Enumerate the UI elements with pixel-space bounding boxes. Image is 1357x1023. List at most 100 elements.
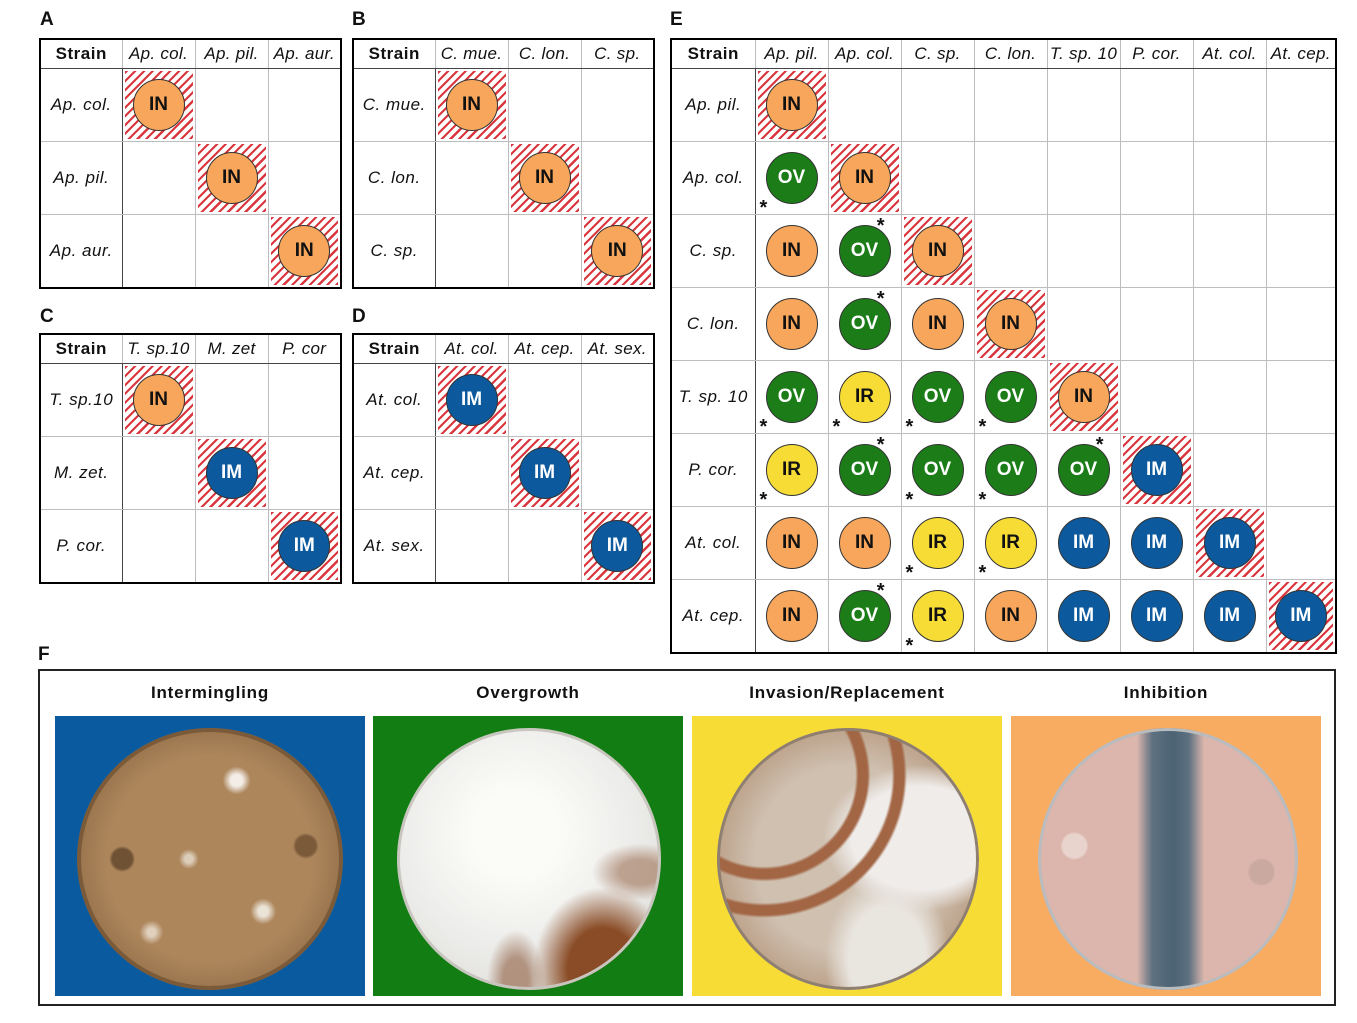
table-row: At. cep. IN OV * IR * IN IM IM IM IM	[670, 579, 1337, 656]
interaction-table-a: Strain Ap. col. Ap. pil. Ap. aur. Ap. col. IN…	[39, 38, 342, 289]
interaction-im-marker: IM	[1057, 590, 1110, 642]
interaction-cell: IM	[1192, 579, 1267, 654]
interaction-in-marker: IN	[911, 298, 964, 350]
column-header-ap-col: Ap. col.	[121, 38, 196, 69]
row-label-t-sp-10: T. sp. 10	[670, 360, 756, 434]
interaction-table-c: Strain T. sp.10 M. zet P. cor T. sp.10 IN M. z…	[39, 333, 342, 584]
strain-header: Strain	[670, 38, 756, 69]
interaction-im-marker: IM	[591, 520, 644, 572]
interaction-cell	[1046, 68, 1121, 142]
significance-star: *	[876, 215, 885, 237]
interaction-cell	[1265, 68, 1337, 142]
interaction-cell	[1265, 214, 1337, 288]
interaction-im-marker: IM	[1274, 590, 1327, 642]
table-row: C. lon. IN OV * IN IN	[670, 287, 1337, 361]
interaction-cell: IN	[900, 214, 975, 288]
interaction-ov-marker: OV	[765, 152, 818, 204]
interaction-cell	[507, 214, 582, 289]
column-header-at-cep: At. cep.	[1265, 38, 1337, 69]
interaction-im-marker: IM	[1203, 590, 1256, 642]
interaction-in-marker: IN	[205, 152, 258, 204]
interaction-cell	[973, 68, 1048, 142]
panel-letter-f: F	[38, 644, 50, 665]
interaction-cell	[1265, 506, 1337, 580]
interaction-cell: IR *	[900, 506, 975, 583]
interaction-cell: IM	[1119, 579, 1194, 654]
interaction-cell	[434, 214, 509, 289]
interaction-in-marker: IN	[132, 79, 185, 131]
interaction-cell: IM	[1046, 579, 1121, 654]
interaction-cell	[194, 214, 269, 289]
column-header-ap-pil: Ap. pil.	[194, 38, 269, 69]
interaction-cell	[827, 68, 902, 142]
table-row: Ap. pil. IN	[39, 141, 342, 215]
row-label-at-sex: At. sex.	[352, 509, 436, 584]
column-header-ap-pil: Ap. pil.	[754, 38, 829, 69]
interaction-cell	[1046, 141, 1121, 215]
interaction-cell: IM	[1046, 506, 1121, 580]
interaction-table-d: Strain At. col. At. cep. At. sex. At. col. IM…	[352, 333, 655, 584]
interaction-cell: IN	[827, 141, 902, 215]
column-header-t-sp-10: T. sp. 10	[1046, 38, 1121, 69]
interaction-cell	[1192, 433, 1267, 507]
interaction-cell	[434, 141, 509, 215]
interaction-in-marker: IN	[591, 225, 644, 277]
interaction-cell: IN	[754, 68, 829, 142]
significance-star: *	[978, 416, 987, 438]
table-row: At. cep. IM	[352, 436, 655, 510]
interaction-ov-marker: OV	[911, 444, 964, 496]
interaction-cell: IN	[754, 287, 829, 361]
column-header-p-cor: P. cor	[267, 333, 342, 364]
interaction-cell	[121, 436, 196, 510]
row-label-p-cor: P. cor.	[39, 509, 123, 584]
table-row: At. col. IN IN IR * IR * IM IM IM	[670, 506, 1337, 583]
interaction-cell	[507, 68, 582, 142]
interaction-in-marker: IN	[838, 152, 891, 204]
row-label-ap-col: Ap. col.	[670, 141, 756, 215]
interaction-cell: IR *	[754, 433, 829, 510]
interaction-cell: IR *	[900, 579, 975, 656]
table-row: At. sex. IM	[352, 509, 655, 584]
significance-star: *	[832, 416, 841, 438]
header-row: Strain Ap. col. Ap. pil. Ap. aur.	[39, 38, 342, 69]
interaction-cell	[194, 509, 269, 584]
table-row: T. sp. 10 OV * IR * OV * OV * IN	[670, 360, 1337, 438]
interaction-cell: OV *	[827, 287, 902, 361]
interaction-im-marker: IM	[1057, 517, 1110, 569]
title-invasion-replacement: Invasion/Replacement	[749, 683, 945, 702]
column-header-at-col: At. col.	[1192, 38, 1267, 69]
interaction-cell	[1046, 287, 1121, 361]
row-label-at-col: At. col.	[352, 363, 436, 437]
interaction-cell: IM	[1265, 579, 1337, 654]
row-label-c-lon: C. lon.	[352, 141, 436, 215]
row-label-p-cor: P. cor.	[670, 433, 756, 507]
interaction-cell: IN	[580, 214, 655, 289]
interaction-cell	[507, 509, 582, 584]
interaction-cell	[1265, 141, 1337, 215]
column-header-at-col: At. col.	[434, 333, 509, 364]
column-header-p-cor: P. cor.	[1119, 38, 1194, 69]
title-inhibition: Inhibition	[1123, 683, 1209, 702]
interaction-cell: IN	[900, 287, 975, 361]
interaction-cell: OV *	[973, 360, 1048, 438]
interaction-in-marker: IN	[518, 152, 571, 204]
interaction-cell	[900, 68, 975, 142]
interaction-cell	[121, 141, 196, 215]
table-row: T. sp.10 IN	[39, 363, 342, 437]
interaction-cell	[121, 509, 196, 584]
interaction-cell: IN	[754, 579, 829, 654]
interaction-im-marker: IM	[1130, 517, 1183, 569]
interaction-cell	[1265, 360, 1337, 434]
interaction-in-marker: IN	[765, 225, 818, 277]
column-header-c-sp: C. sp.	[580, 38, 655, 69]
row-label-c-sp: C. sp.	[670, 214, 756, 288]
panel-letter-d: D	[352, 306, 366, 327]
table-row: Ap. pil. IN	[670, 68, 1337, 142]
interaction-cell: IM	[1119, 506, 1194, 580]
interaction-cell: IM	[434, 363, 509, 437]
column-header-ap-col: Ap. col.	[827, 38, 902, 69]
interaction-cell: IN	[507, 141, 582, 215]
table-row: At. col. IM	[352, 363, 655, 437]
interaction-in-marker: IN	[984, 298, 1037, 350]
strain-header: Strain	[39, 38, 123, 69]
